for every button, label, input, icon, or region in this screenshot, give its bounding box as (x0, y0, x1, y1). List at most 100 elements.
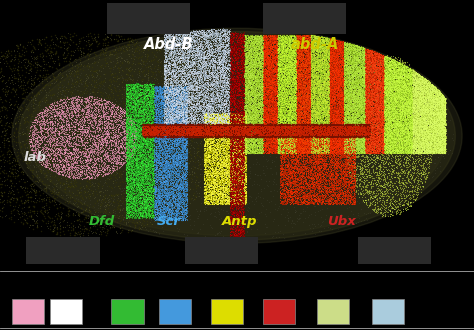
Point (322, 46, 330, 51)
Point (153, 89, 160, 94)
Point (350, 107, 358, 112)
Point (260, 107, 268, 112)
Point (72, 138, 80, 143)
Point (325, 63, 332, 68)
Point (221, 148, 228, 153)
Point (304, 141, 311, 147)
Point (212, 124, 219, 129)
Point (433, 89, 441, 95)
Point (294, 80, 302, 85)
Point (91, 114, 99, 119)
Point (413, 167, 421, 172)
Point (291, 164, 299, 169)
Point (440, 118, 447, 124)
Point (335, 119, 342, 124)
Point (367, 137, 374, 143)
Point (92, 160, 100, 165)
Point (249, 137, 256, 142)
Point (228, 126, 236, 132)
Point (273, 128, 281, 133)
Point (345, 134, 353, 139)
Point (394, 155, 401, 161)
Point (342, 194, 350, 199)
Point (262, 77, 269, 82)
Point (360, 137, 367, 143)
Point (206, 109, 214, 115)
Point (157, 122, 165, 128)
Point (262, 44, 270, 50)
Point (221, 160, 229, 165)
Point (365, 128, 373, 134)
Point (432, 147, 440, 152)
Point (129, 158, 137, 163)
Point (158, 150, 166, 156)
Point (226, 170, 234, 176)
Point (329, 145, 337, 150)
Point (93, 111, 101, 116)
Point (221, 55, 229, 60)
Point (147, 158, 155, 163)
Point (256, 135, 264, 141)
Point (369, 149, 376, 154)
Point (286, 48, 293, 53)
Point (90, 79, 98, 84)
Point (85, 110, 92, 116)
Point (356, 73, 364, 78)
Point (289, 188, 296, 194)
Point (360, 63, 367, 69)
Point (351, 147, 358, 152)
Point (357, 64, 365, 69)
Point (209, 134, 217, 139)
Point (425, 123, 432, 128)
Point (153, 178, 161, 183)
Point (274, 125, 282, 131)
Point (308, 82, 316, 87)
Point (237, 165, 244, 170)
Point (9, 124, 17, 129)
Point (165, 86, 173, 91)
Point (327, 142, 334, 147)
Point (399, 176, 406, 181)
Point (206, 126, 214, 131)
Point (317, 58, 324, 64)
Point (301, 137, 309, 142)
Point (201, 155, 209, 160)
Point (233, 174, 240, 179)
Point (234, 135, 242, 140)
Point (152, 126, 159, 131)
Point (301, 149, 309, 154)
Point (257, 115, 264, 120)
Point (259, 137, 267, 143)
Point (342, 138, 349, 143)
Point (347, 129, 355, 135)
Point (361, 97, 368, 103)
Point (345, 121, 352, 126)
Point (319, 101, 327, 106)
Point (333, 185, 340, 190)
Point (415, 135, 422, 140)
Point (331, 128, 339, 134)
Point (267, 124, 275, 130)
Point (270, 128, 277, 133)
Point (326, 146, 334, 151)
Point (439, 120, 447, 126)
Point (373, 63, 380, 68)
Point (226, 113, 234, 118)
Point (228, 211, 236, 216)
Point (251, 132, 258, 138)
Point (156, 214, 164, 220)
Point (427, 107, 435, 112)
Point (346, 96, 354, 102)
Point (155, 210, 163, 215)
Point (337, 70, 345, 75)
Point (242, 112, 249, 117)
Point (134, 165, 142, 170)
Point (218, 134, 226, 139)
Point (48, 143, 56, 148)
Point (439, 129, 447, 134)
Point (276, 140, 284, 145)
Point (273, 146, 281, 151)
Point (127, 211, 135, 216)
Point (430, 104, 438, 109)
Point (182, 94, 189, 99)
